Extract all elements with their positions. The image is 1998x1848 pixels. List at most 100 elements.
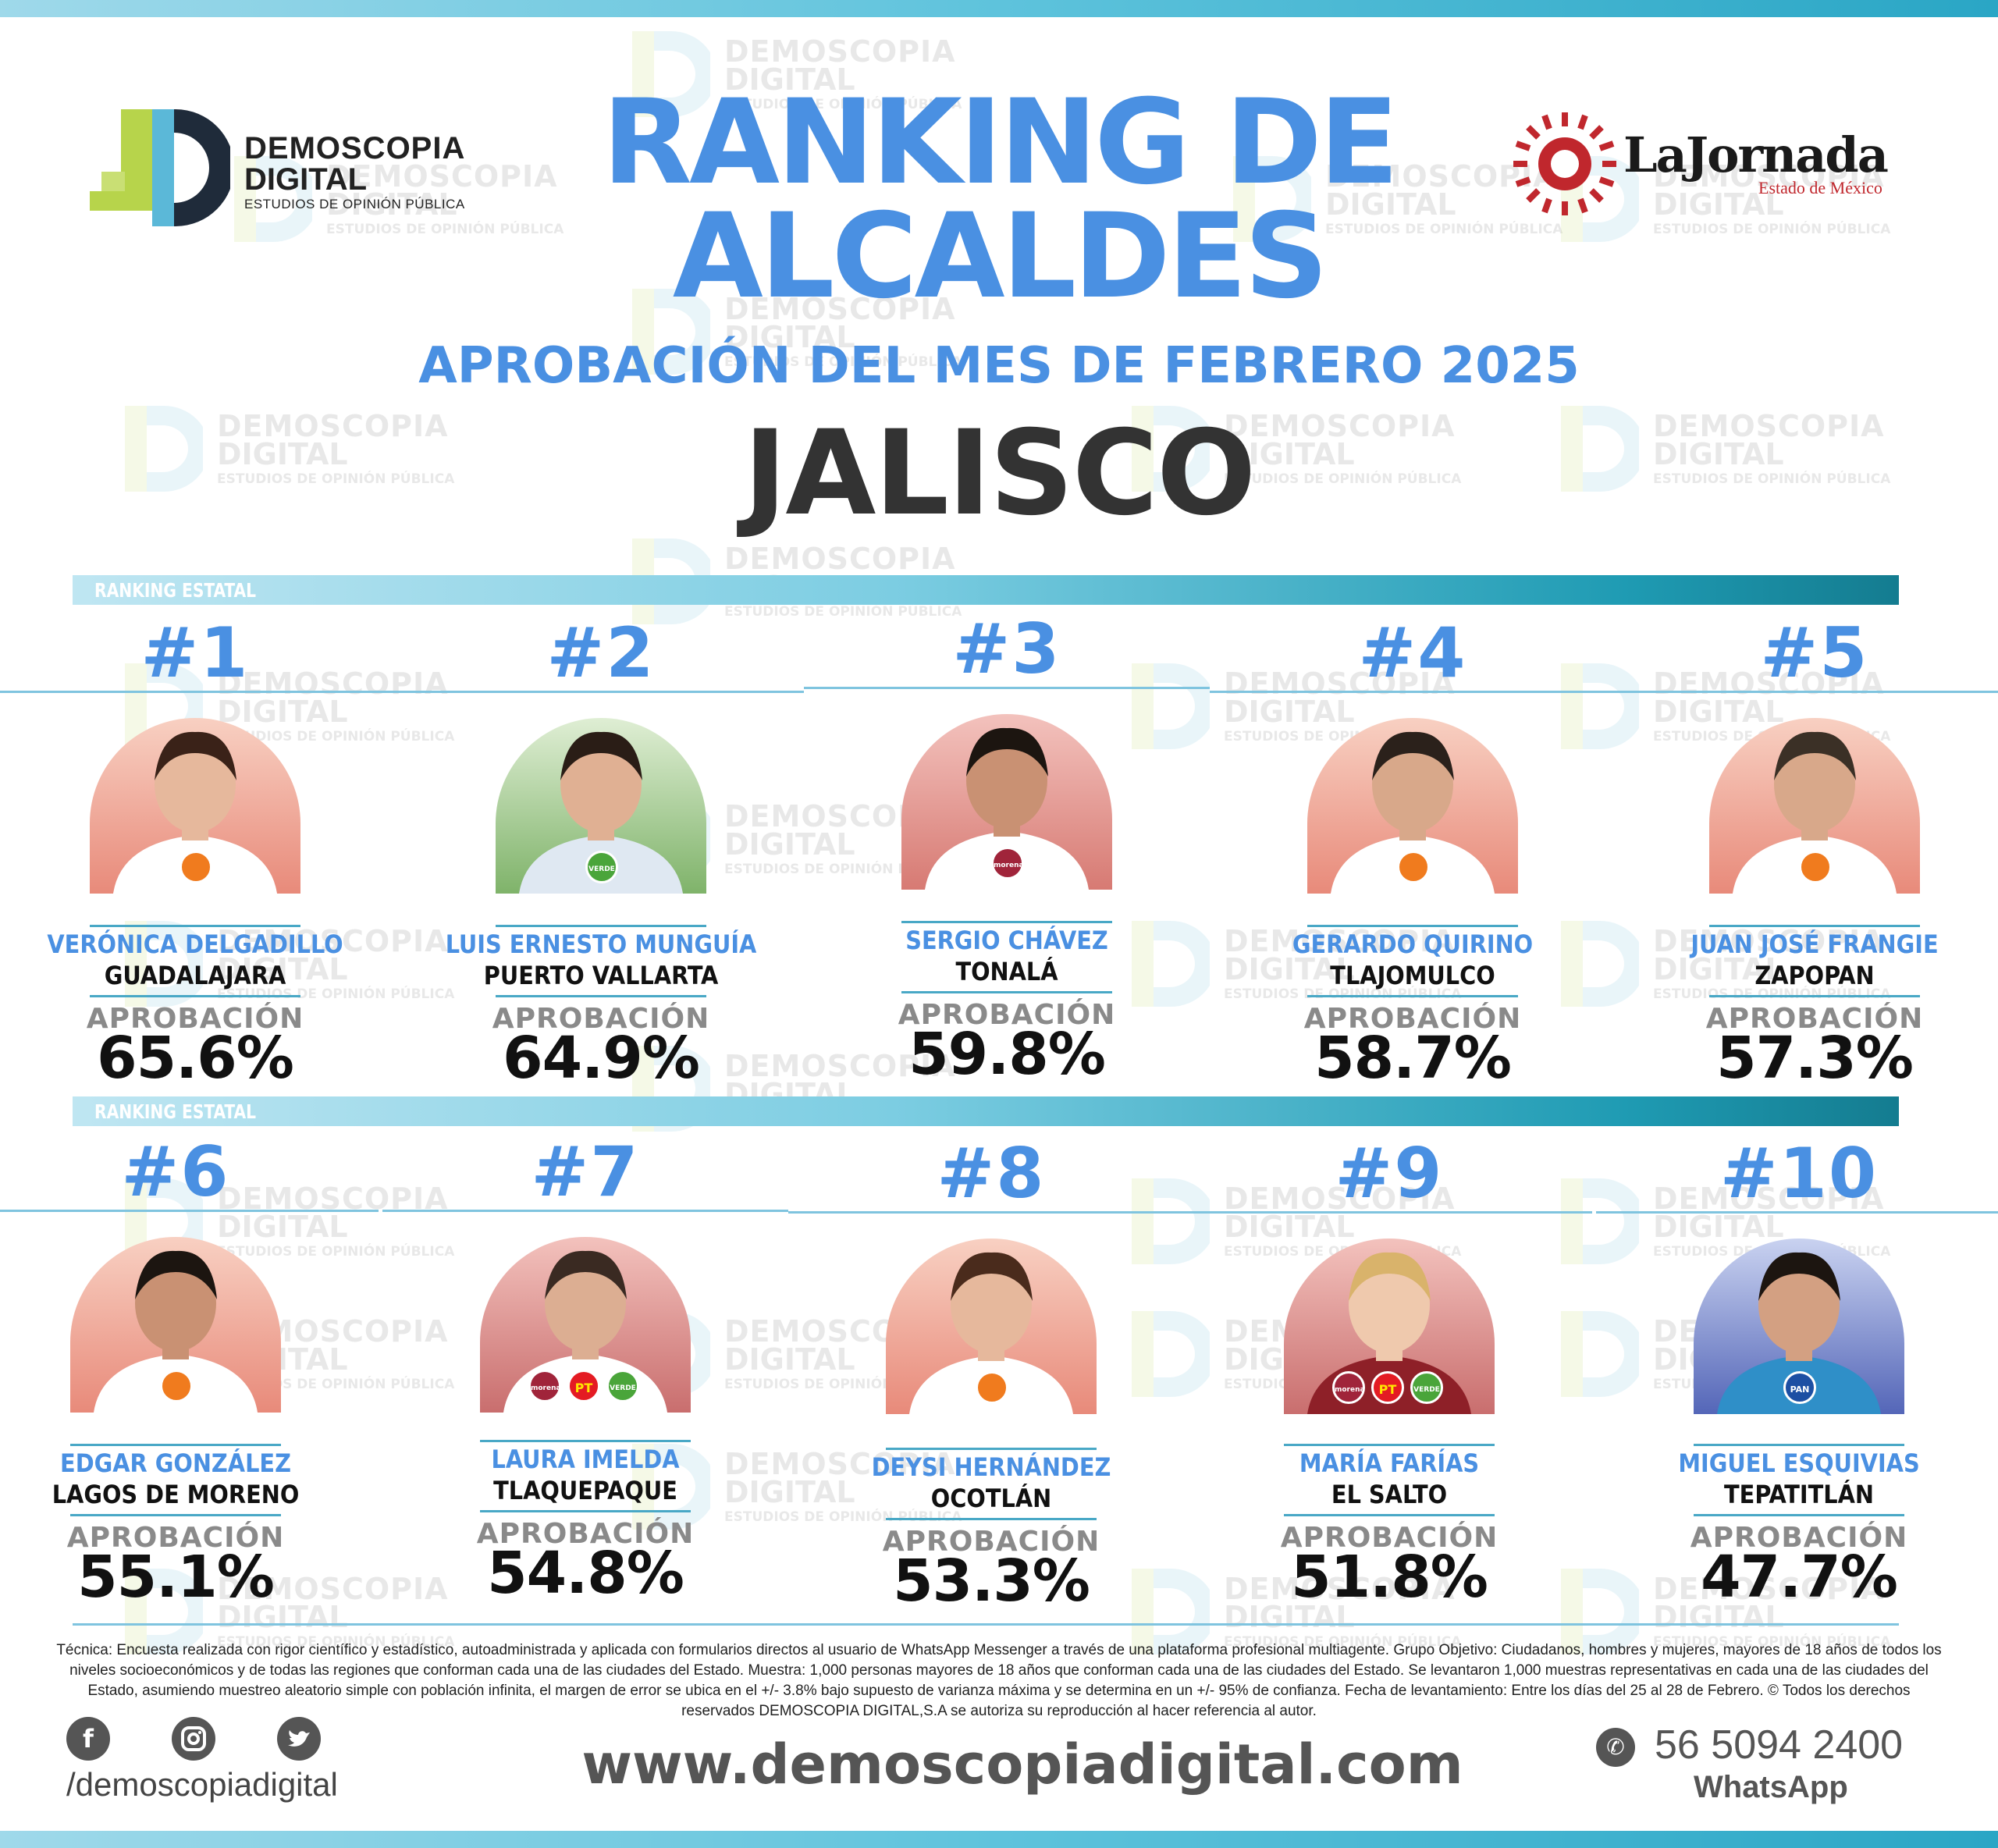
city-divider [1284, 1514, 1495, 1516]
website-link[interactable]: www.demoscopiadigital.com [581, 1732, 1463, 1796]
candidate-photo [90, 718, 300, 894]
name-divider [1307, 925, 1518, 927]
candidate-photo [70, 1237, 281, 1413]
mc-party-badge-icon [160, 1370, 193, 1402]
rank-number: #7 [531, 1132, 640, 1212]
rank-number: #9 [1335, 1133, 1444, 1214]
watermark-line-1: DEMOSCOPIA [1653, 409, 1885, 443]
top-accent-bar [0, 0, 1998, 17]
rank-number: #3 [952, 609, 1061, 689]
candidate-city: ZAPOPAN [1754, 961, 1875, 990]
candidate-photo: morena PT VERDE [480, 1237, 691, 1413]
city-divider [1307, 995, 1518, 997]
name-divider [90, 925, 300, 927]
candidate-city: LAGOS DE MORENO [52, 1480, 300, 1509]
candidate-city: EL SALTO [1331, 1480, 1448, 1509]
pt-party-badge-icon: PT [1371, 1371, 1404, 1404]
watermark-tagline: ESTUDIOS DE OPINIÓN PÚBLICA [1653, 222, 1891, 237]
watermark-line-1: DEMOSCOPIA [724, 34, 956, 69]
approval-value: 55.1% [77, 1544, 275, 1611]
city-divider [886, 1518, 1097, 1520]
candidate-card: #7 morena PT VERDE LAURA IMELDA TLAQUEPAQU… [382, 1132, 788, 1607]
name-divider [901, 921, 1112, 923]
candidate-card: #6 EDGAR GONZÁLEZ LAGOS DE MORENO APROBA… [0, 1132, 379, 1611]
section-bar-1: RANKING ESTATAL [73, 575, 1899, 605]
rank-number: #6 [121, 1132, 230, 1212]
twitter-icon[interactable] [277, 1717, 321, 1761]
pan-party-badge-icon: PAN [1783, 1371, 1816, 1404]
verde-party-badge-icon: VERDE [606, 1370, 639, 1402]
footer-divider [73, 1623, 1899, 1626]
name-divider [1284, 1444, 1495, 1446]
facebook-icon[interactable]: f [66, 1717, 110, 1761]
pt-party-badge-icon: PT [567, 1370, 600, 1402]
candidate-name: MARÍA FARÍAS [1299, 1448, 1480, 1478]
rank-divider [1210, 691, 1616, 693]
sun-logo-icon [1513, 112, 1616, 215]
rank-divider [0, 691, 398, 693]
approval-label: APROBACIÓN [1705, 1003, 1924, 1035]
candidate-city: OCOTLÁN [930, 1484, 1052, 1513]
social-handle[interactable]: /demoscopiadigital [66, 1766, 338, 1803]
rank-number: #2 [546, 613, 656, 693]
verde-party-badge-icon: VERDE [1410, 1371, 1443, 1404]
approval-label: APROBACIÓN [66, 1522, 285, 1554]
name-divider [70, 1444, 281, 1446]
section-bar-2: RANKING ESTATAL [73, 1096, 1899, 1126]
candidate-photo [1307, 718, 1518, 894]
name-divider [886, 1448, 1097, 1450]
mc-party-badge-icon [976, 1371, 1008, 1404]
mc-party-badge-icon [1799, 851, 1832, 883]
candidate-card: #9 morena PT VERDE MARÍA FARÍAS EL SALTO A… [1186, 1133, 1592, 1611]
candidate-card: #1 VERÓNICA DELGADILLO GUADALAJARA APROB… [0, 613, 398, 1092]
candidate-city: TLAJOMULCO [1330, 961, 1495, 990]
candidate-card: #8 DEYSI HERNÁNDEZ OCOTLÁN APROBACIÓN 53… [788, 1133, 1194, 1615]
city-divider [70, 1514, 281, 1516]
partner-name: LaJornada [1623, 126, 1889, 183]
instagram-icon[interactable] [172, 1717, 215, 1761]
city-divider [901, 991, 1112, 993]
partner-subtitle: Estado de México [1758, 178, 1882, 197]
demoscopia-mark-icon [90, 109, 230, 226]
candidate-city: TLAQUEPAQUE [493, 1476, 677, 1505]
whatsapp-contact[interactable]: ✆ 56 5094 2400 WhatsApp [1596, 1722, 1955, 1815]
candidate-card: #3 morena SERGIO CHÁVEZ TONALÁ APROBACIÓ… [804, 609, 1210, 1088]
verde-party-badge-icon: VERDE [585, 851, 618, 883]
candidate-photo: PAN [1694, 1239, 1904, 1414]
title-line-1: RANKING DE [602, 75, 1399, 211]
rank-divider [398, 691, 804, 693]
city-divider [496, 995, 706, 997]
title-line-2: ALCALDES [672, 189, 1328, 325]
rank-divider [0, 1210, 379, 1212]
name-divider [496, 925, 706, 927]
page-subtitle: APROBACIÓN DEL MES DE FEBRERO 2025 [418, 337, 1580, 395]
candidate-name: DEYSI HERNÁNDEZ [871, 1452, 1111, 1482]
rank-number: #5 [1760, 613, 1869, 693]
mc-party-badge-icon [1397, 851, 1430, 883]
candidate-card: #4 GERARDO QUIRINO TLAJOMULCO APROBACIÓN… [1210, 613, 1616, 1092]
candidate-photo: morena [901, 714, 1112, 890]
rank-number: #10 [1719, 1133, 1879, 1214]
rank-divider [1612, 691, 1998, 693]
approval-value: 65.6% [97, 1025, 294, 1092]
bottom-accent-bar [0, 1831, 1998, 1848]
rank-divider [804, 687, 1210, 689]
approval-value: 54.8% [487, 1540, 684, 1607]
candidate-city: TONALÁ [955, 957, 1058, 986]
name-divider [1709, 925, 1920, 927]
rank-number: #4 [1358, 613, 1467, 693]
approval-label: APROBACIÓN [882, 1526, 1100, 1558]
city-divider [1709, 995, 1920, 997]
rank-number: #1 [140, 613, 250, 693]
watermark-line-2: DIGITAL [1653, 437, 1784, 471]
brand-line-1: DEMOSCOPIA [244, 131, 466, 165]
watermark-line-1: DEMOSCOPIA [724, 542, 956, 576]
candidate-name: LUIS ERNESTO MUNGUÍA [445, 929, 757, 959]
approval-label: APROBACIÓN [86, 1003, 304, 1035]
candidate-card: #10 PAN MIGUEL ESQUIVIAS TEPATITLÁN APRO… [1596, 1133, 1998, 1611]
section-label: RANKING ESTATAL [94, 1100, 257, 1123]
watermark-tagline: ESTUDIOS DE OPINIÓN PÚBLICA [1653, 471, 1891, 487]
candidate-city: TEPATITLÁN [1724, 1480, 1874, 1509]
candidate-name: JUAN JOSÉ FRANGIE [1690, 929, 1939, 959]
methodology-note: Técnica: Encuesta realizada con rigor ci… [56, 1642, 1942, 1719]
